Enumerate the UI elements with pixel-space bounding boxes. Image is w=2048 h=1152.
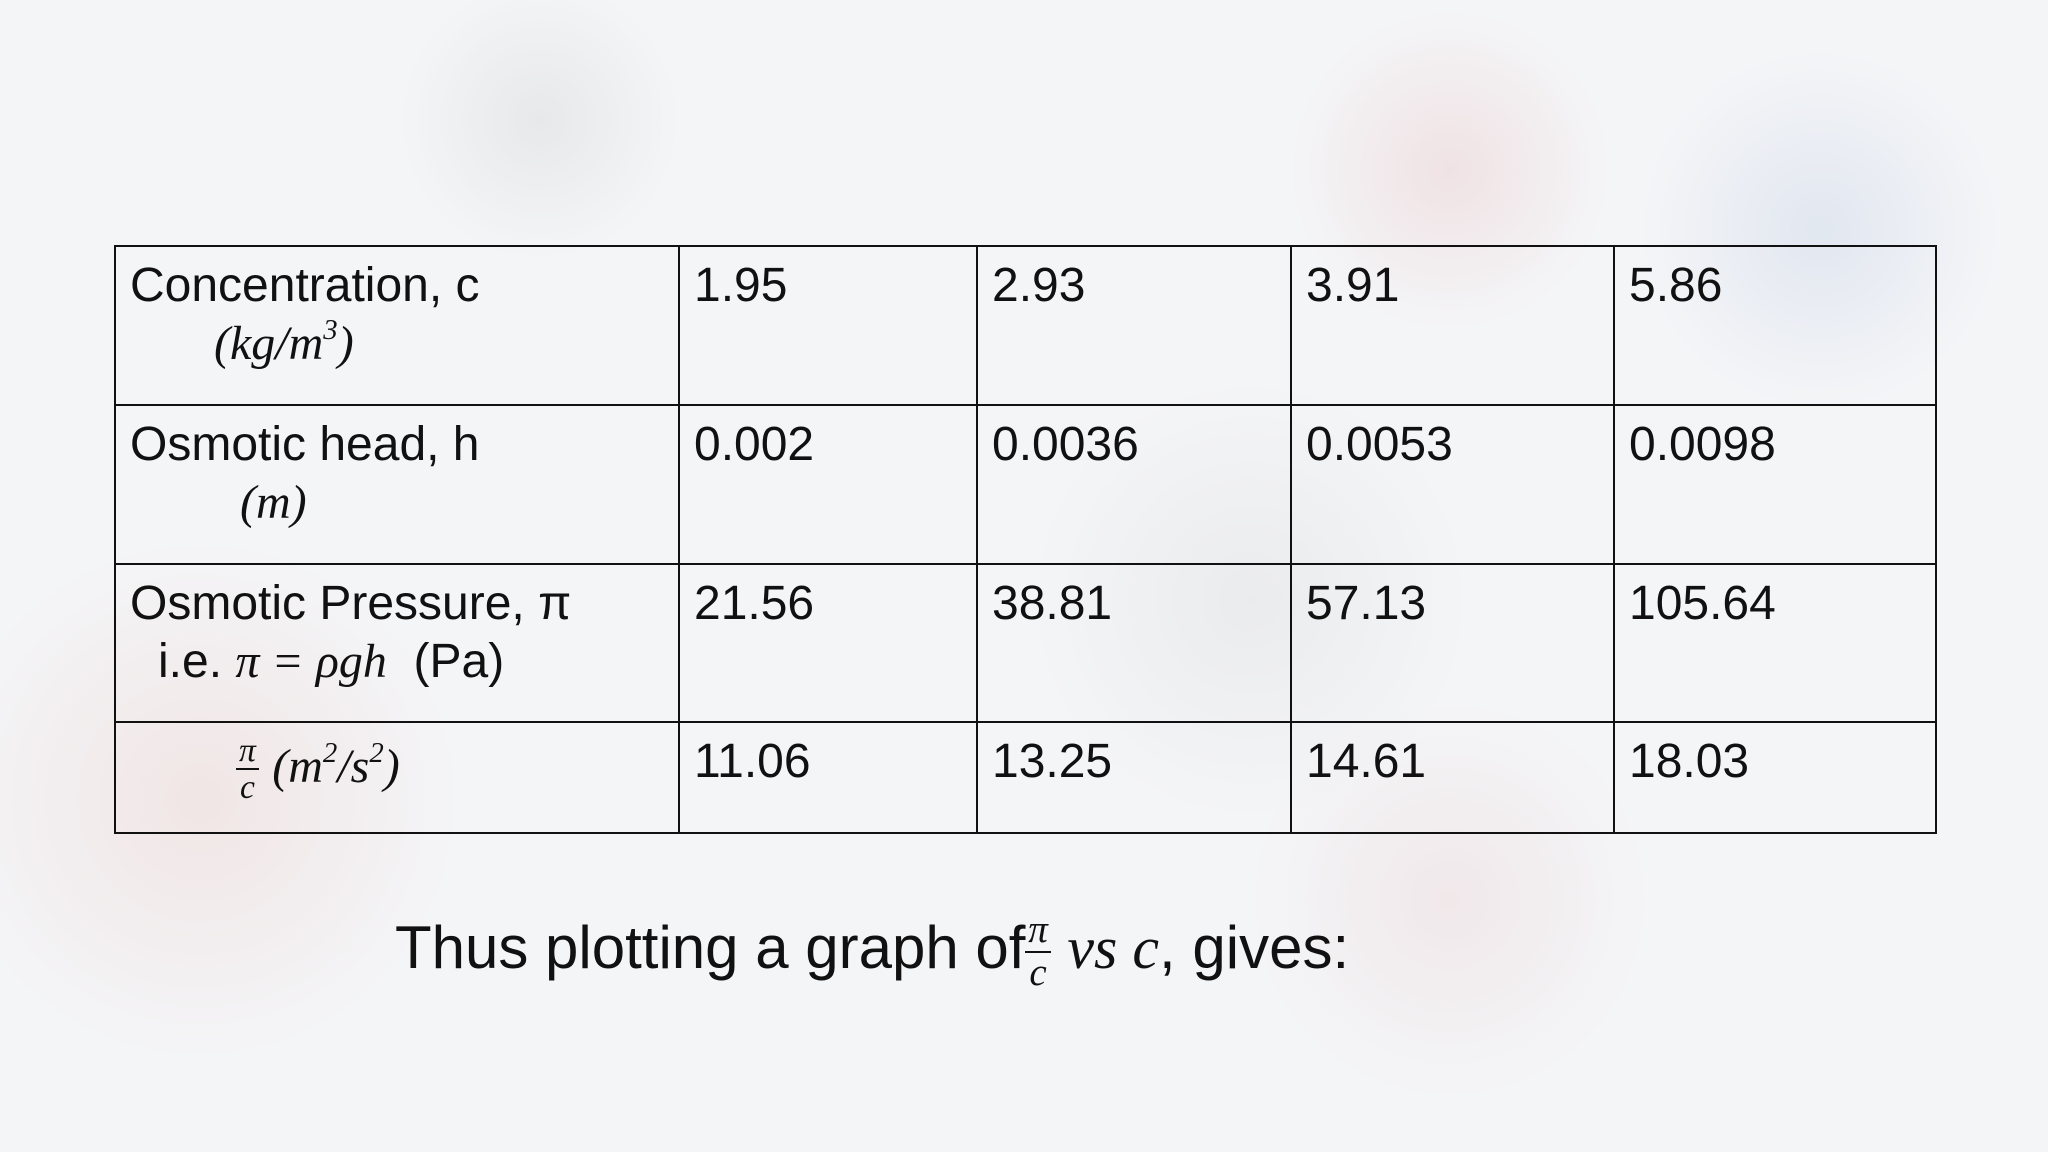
row-header: Osmotic Pressure, π i.e. π = ρgh (Pa): [114, 563, 680, 723]
unit-part: ): [337, 316, 354, 370]
cell: 0.002: [678, 404, 978, 565]
cell: 0.0098: [1613, 404, 1937, 565]
cell: 21.56: [678, 563, 978, 723]
unit-part: ): [383, 739, 400, 793]
cell: 1.95: [678, 245, 978, 406]
table-row: Osmotic Pressure, π i.e. π = ρgh (Pa) 21…: [114, 563, 1937, 723]
numerator: π: [239, 732, 256, 769]
unit: (kg/m3): [130, 315, 664, 373]
cell: 5.86: [1613, 245, 1937, 406]
footer-text: Thus plotting a graph of π c vs c, gives:: [395, 908, 1350, 994]
unit-sup: 2: [322, 736, 338, 769]
text: , gives:: [1159, 913, 1350, 981]
numerator: π: [1028, 908, 1048, 951]
label: Concentration, c: [130, 259, 480, 312]
row-header: Concentration, c (kg/m3): [114, 245, 680, 406]
row-header: Osmotic head, h (m): [114, 404, 680, 565]
cell: 0.0036: [976, 404, 1292, 565]
math-text: vs c: [1067, 914, 1160, 981]
unit-math: π = ρgh: [235, 634, 387, 688]
unit: (m): [240, 475, 307, 529]
cell: 2.93: [976, 245, 1292, 406]
denominator: c: [1025, 950, 1051, 994]
unit-part: (kg/m: [214, 316, 324, 370]
cell: 105.64: [1613, 563, 1937, 723]
label: Osmotic head, h: [130, 418, 480, 471]
unit-part: (m: [272, 739, 323, 793]
unit-part: /s: [337, 739, 370, 793]
table-row: Concentration, c (kg/m3) 1.95 2.93 3.91 …: [114, 245, 1937, 406]
denominator: c: [236, 768, 259, 806]
unit-sup: 3: [323, 313, 338, 346]
cell: 38.81: [976, 563, 1292, 723]
cell: 3.91: [1290, 245, 1615, 406]
unit: i.e. π = ρgh (Pa): [130, 633, 664, 691]
cell: 18.03: [1613, 721, 1937, 834]
cell: 0.0053: [1290, 404, 1615, 565]
unit: (m2/s2): [272, 736, 400, 793]
cell: 11.06: [678, 721, 978, 834]
data-table: Concentration, c (kg/m3) 1.95 2.93 3.91 …: [114, 245, 1937, 834]
cell: 13.25: [976, 721, 1292, 834]
cell: 57.13: [1290, 563, 1615, 723]
table-row: Osmotic head, h (m) 0.002 0.0036 0.0053 …: [114, 404, 1937, 565]
cell: 14.61: [1290, 721, 1615, 834]
unit-part: (Pa): [413, 634, 505, 688]
unit-part: i.e.: [158, 634, 223, 688]
label: Osmotic Pressure, π: [130, 577, 572, 630]
text: Thus plotting a graph of: [395, 913, 1026, 981]
unit-sup: 2: [369, 736, 384, 769]
